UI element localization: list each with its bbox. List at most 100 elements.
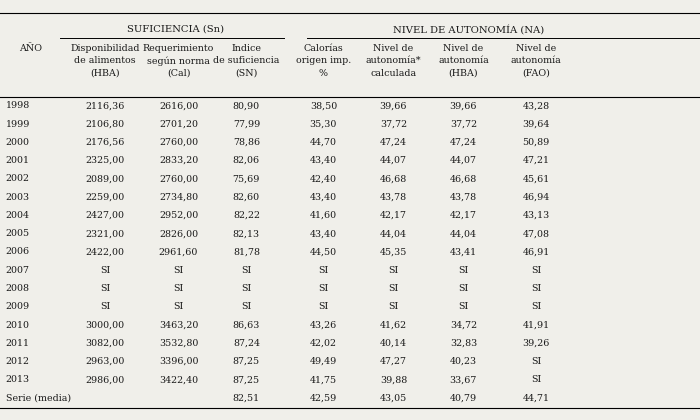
Text: autonomía*: autonomía* — [365, 56, 421, 66]
Text: 49,49: 49,49 — [310, 357, 337, 366]
Text: Nivel de: Nivel de — [373, 44, 414, 53]
Text: 44,70: 44,70 — [310, 138, 337, 147]
Text: 2176,56: 2176,56 — [85, 138, 125, 147]
Text: 47,24: 47,24 — [380, 138, 407, 147]
Text: 75,69: 75,69 — [232, 174, 260, 184]
Text: calculada: calculada — [370, 69, 416, 78]
Text: 46,91: 46,91 — [523, 247, 550, 257]
Text: 2089,00: 2089,00 — [85, 174, 125, 184]
Text: 43,41: 43,41 — [450, 247, 477, 257]
Text: SI: SI — [531, 266, 541, 275]
Text: 3463,20: 3463,20 — [159, 320, 198, 330]
Text: 2833,20: 2833,20 — [159, 156, 198, 165]
Text: 43,40: 43,40 — [310, 229, 337, 238]
Text: 87,24: 87,24 — [233, 339, 260, 348]
Text: 3000,00: 3000,00 — [85, 320, 125, 330]
Text: 82,06: 82,06 — [233, 156, 260, 165]
Text: 35,30: 35,30 — [309, 120, 337, 129]
Text: 43,26: 43,26 — [310, 320, 337, 330]
Text: 2009: 2009 — [6, 302, 29, 311]
Text: SI: SI — [389, 266, 398, 275]
Text: SI: SI — [531, 302, 541, 311]
Text: 39,26: 39,26 — [522, 339, 550, 348]
Text: 39,66: 39,66 — [449, 101, 477, 110]
Text: 43,40: 43,40 — [310, 193, 337, 202]
Text: Calorías: Calorías — [304, 44, 343, 53]
Text: 82,51: 82,51 — [233, 394, 260, 403]
Text: 41,62: 41,62 — [380, 320, 407, 330]
Text: 87,25: 87,25 — [233, 357, 260, 366]
Text: 2116,36: 2116,36 — [85, 101, 125, 110]
Text: SUFICIENCIA (Sn): SUFICIENCIA (Sn) — [127, 25, 224, 34]
Text: 2427,00: 2427,00 — [85, 211, 125, 220]
Text: (Cal): (Cal) — [167, 69, 190, 78]
Text: 2259,00: 2259,00 — [85, 193, 125, 202]
Text: 78,86: 78,86 — [233, 138, 260, 147]
Text: 2325,00: 2325,00 — [85, 156, 125, 165]
Text: SI: SI — [100, 302, 110, 311]
Text: 44,04: 44,04 — [450, 229, 477, 238]
Text: 42,40: 42,40 — [310, 174, 337, 184]
Text: 37,72: 37,72 — [380, 120, 407, 129]
Text: 39,88: 39,88 — [380, 375, 407, 384]
Text: 77,99: 77,99 — [233, 120, 260, 129]
Text: SI: SI — [174, 284, 183, 293]
Text: 3422,40: 3422,40 — [159, 375, 198, 384]
Text: 40,14: 40,14 — [380, 339, 407, 348]
Text: 2003: 2003 — [6, 193, 29, 202]
Text: 2004: 2004 — [6, 211, 29, 220]
Text: 2952,00: 2952,00 — [159, 211, 198, 220]
Text: 81,78: 81,78 — [233, 247, 260, 257]
Text: 2760,00: 2760,00 — [159, 174, 198, 184]
Text: 2011: 2011 — [6, 339, 29, 348]
Text: 43,78: 43,78 — [450, 193, 477, 202]
Text: 45,61: 45,61 — [523, 174, 550, 184]
Text: (SN): (SN) — [235, 69, 258, 78]
Text: 2616,00: 2616,00 — [159, 101, 198, 110]
Text: 86,63: 86,63 — [232, 320, 260, 330]
Text: SI: SI — [174, 266, 183, 275]
Text: 40,79: 40,79 — [450, 394, 477, 403]
Text: (FAO): (FAO) — [522, 69, 550, 78]
Text: 2012: 2012 — [6, 357, 29, 366]
Text: 40,23: 40,23 — [450, 357, 477, 366]
Text: de alimentos: de alimentos — [74, 56, 136, 66]
Text: Disponibilidad: Disponibilidad — [70, 44, 140, 53]
Text: 2986,00: 2986,00 — [85, 375, 125, 384]
Text: 34,72: 34,72 — [450, 320, 477, 330]
Text: 82,60: 82,60 — [233, 193, 260, 202]
Text: SI: SI — [458, 302, 468, 311]
Text: AÑO: AÑO — [20, 44, 42, 53]
Text: 2001: 2001 — [6, 156, 29, 165]
Text: SI: SI — [174, 302, 183, 311]
Text: 2008: 2008 — [6, 284, 29, 293]
Text: 1998: 1998 — [6, 101, 30, 110]
Text: SI: SI — [100, 284, 110, 293]
Text: 47,24: 47,24 — [450, 138, 477, 147]
Text: Nivel de: Nivel de — [516, 44, 556, 53]
Text: 43,28: 43,28 — [523, 101, 550, 110]
Text: 44,50: 44,50 — [310, 247, 337, 257]
Text: 43,05: 43,05 — [380, 394, 407, 403]
Text: 42,02: 42,02 — [310, 339, 337, 348]
Text: SI: SI — [531, 357, 541, 366]
Text: 3082,00: 3082,00 — [85, 339, 125, 348]
Text: SI: SI — [389, 302, 398, 311]
Text: SI: SI — [458, 284, 468, 293]
Text: 41,60: 41,60 — [310, 211, 337, 220]
Text: 46,68: 46,68 — [380, 174, 407, 184]
Text: SI: SI — [318, 302, 328, 311]
Text: 44,07: 44,07 — [380, 156, 407, 165]
Text: SI: SI — [241, 266, 251, 275]
Text: 3396,00: 3396,00 — [159, 357, 198, 366]
Text: SI: SI — [318, 284, 328, 293]
Text: 2005: 2005 — [6, 229, 29, 238]
Text: autonomía: autonomía — [511, 56, 561, 66]
Text: 2013: 2013 — [6, 375, 29, 384]
Text: 42,17: 42,17 — [450, 211, 477, 220]
Text: SI: SI — [389, 284, 398, 293]
Text: 2701,20: 2701,20 — [159, 120, 198, 129]
Text: 42,59: 42,59 — [310, 394, 337, 403]
Text: origen imp.: origen imp. — [296, 56, 351, 66]
Text: (HBA): (HBA) — [90, 69, 120, 78]
